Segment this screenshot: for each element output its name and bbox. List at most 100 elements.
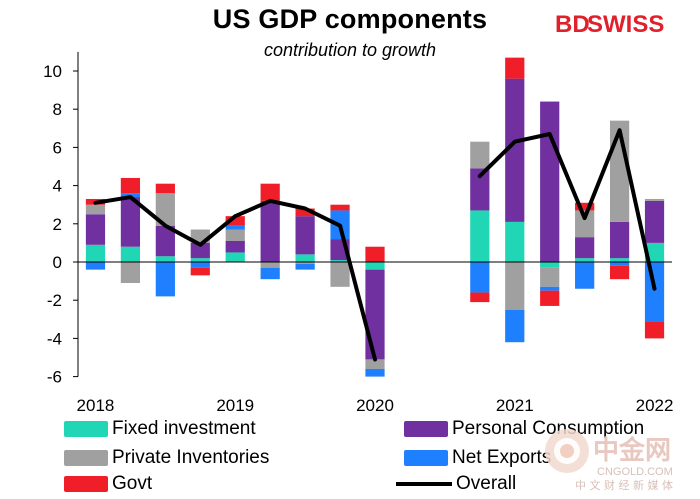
- y-tick-label: 4: [53, 177, 62, 196]
- y-tick-label: 10: [43, 62, 62, 81]
- bar-govt: [190, 267, 210, 276]
- bar-personal-consumption: [120, 197, 141, 247]
- bar-personal-consumption: [155, 225, 175, 257]
- legend-swatch-govt: [64, 476, 108, 492]
- bar-fixed-investment: [505, 221, 525, 262]
- bar-personal-consumption: [609, 221, 630, 259]
- bar-private-inventories: [470, 141, 490, 169]
- legend-private-inventories: Private Inventories: [64, 447, 269, 469]
- chart-subtitle: contribution to growth: [263, 40, 437, 60]
- bar-net-exports: [260, 267, 280, 280]
- brand-swiss: SWISS: [587, 11, 664, 38]
- legend-line-overall: [396, 482, 452, 486]
- legend-swatch-private-inventories: [64, 450, 108, 466]
- bar-fixed-investment: [120, 246, 141, 262]
- bar-personal-consumption: [85, 214, 106, 245]
- x-tick-label: 2019: [216, 396, 254, 415]
- y-tick-label: 2: [53, 215, 62, 234]
- bar-net-exports: [155, 262, 175, 297]
- bar-private-inventories: [365, 359, 385, 369]
- bar-govt: [609, 265, 630, 280]
- bar-fixed-investment: [225, 252, 245, 262]
- bar-govt: [120, 177, 141, 194]
- y-tick-label: 6: [53, 138, 62, 157]
- bar-private-inventories: [260, 262, 280, 268]
- bar-personal-consumption: [505, 78, 525, 222]
- bar-private-inventories: [330, 262, 350, 287]
- bar-private-inventories: [505, 262, 525, 310]
- bar-fixed-investment: [644, 242, 665, 262]
- legend-govt: Govt: [64, 473, 152, 495]
- bar-govt: [225, 216, 245, 226]
- legend-swatch-fixed-investment: [64, 421, 108, 437]
- y-tick-label: -6: [47, 368, 62, 387]
- x-tick-label: 2022: [636, 396, 674, 415]
- legend-label-overall: Overall: [456, 473, 517, 494]
- bar-fixed-investment: [365, 262, 385, 270]
- legend-label-govt: Govt: [112, 473, 153, 494]
- bar-private-inventories: [85, 204, 106, 215]
- legend-label-fixed-investment: Fixed investment: [112, 418, 256, 439]
- x-tick-label: 2021: [496, 396, 534, 415]
- bar-fixed-investment: [540, 262, 560, 268]
- x-tick-label: 2020: [356, 396, 394, 415]
- bar-private-inventories: [225, 229, 245, 241]
- bar-personal-consumption: [470, 168, 490, 211]
- bar-personal-consumption: [644, 200, 665, 243]
- bar-govt: [644, 321, 665, 339]
- bar-govt: [155, 183, 175, 194]
- bar-net-exports: [365, 368, 385, 377]
- bar-govt: [505, 57, 525, 79]
- y-tick-label: 8: [53, 100, 62, 119]
- bar-govt: [575, 202, 595, 211]
- bar-fixed-investment: [190, 258, 210, 262]
- bar-net-exports: [470, 262, 490, 293]
- legend-swatch-net-exports: [404, 450, 448, 466]
- bar-net-exports: [609, 262, 630, 266]
- bar-private-inventories: [155, 193, 175, 226]
- bar-private-inventories: [120, 262, 141, 284]
- bar-personal-consumption: [225, 240, 245, 253]
- y-tick-label: -4: [47, 329, 62, 348]
- legend-label-private-inventories: Private Inventories: [112, 447, 270, 468]
- bar-govt: [295, 208, 315, 217]
- bar-fixed-investment: [155, 256, 175, 262]
- bar-private-inventories: [575, 210, 595, 238]
- legend-swatch-personal-consumption: [404, 421, 448, 437]
- bar-fixed-investment: [609, 258, 630, 262]
- legend-net-exports: Net Exports: [404, 447, 551, 469]
- watermark-cn-logo: 中金网: [593, 435, 671, 466]
- bar-private-inventories: [540, 267, 560, 287]
- bar-fixed-investment: [85, 244, 106, 262]
- bar-personal-consumption: [260, 200, 280, 262]
- bar-personal-consumption: [295, 216, 315, 255]
- bar-private-inventories: [295, 262, 315, 264]
- bar-fixed-investment: [470, 210, 490, 262]
- legend-label-net-exports: Net Exports: [452, 447, 552, 468]
- legend-overall: Overall: [396, 473, 516, 495]
- bar-govt: [260, 183, 280, 201]
- overall-line: [477, 128, 657, 291]
- bar-fixed-investment: [330, 260, 350, 262]
- bar-govt: [365, 246, 385, 262]
- bar-personal-consumption: [540, 101, 560, 262]
- chart-title: US GDP components: [212, 4, 488, 34]
- overall-line: [93, 195, 377, 362]
- y-tick-label: 0: [53, 253, 62, 272]
- bar-govt: [540, 290, 560, 306]
- bar-net-exports: [295, 263, 315, 270]
- brand-bd: BD: [555, 11, 590, 38]
- watermark-tagline: 中 文 财 经 新 媒 体: [575, 478, 673, 492]
- bar-net-exports: [644, 262, 665, 322]
- bar-fixed-investment: [295, 254, 315, 262]
- cngold-watermark: 中金网 CNGOLD.COM 中 文 财 经 新 媒 体: [545, 429, 673, 492]
- bar-personal-consumption: [190, 242, 210, 259]
- bar-fixed-investment: [575, 258, 595, 262]
- bar-personal-consumption: [575, 237, 595, 259]
- bar-net-exports: [85, 262, 106, 270]
- bar-net-exports: [540, 286, 560, 291]
- bar-net-exports: [190, 262, 210, 268]
- bar-net-exports: [225, 225, 245, 230]
- bar-private-inventories: [644, 198, 665, 201]
